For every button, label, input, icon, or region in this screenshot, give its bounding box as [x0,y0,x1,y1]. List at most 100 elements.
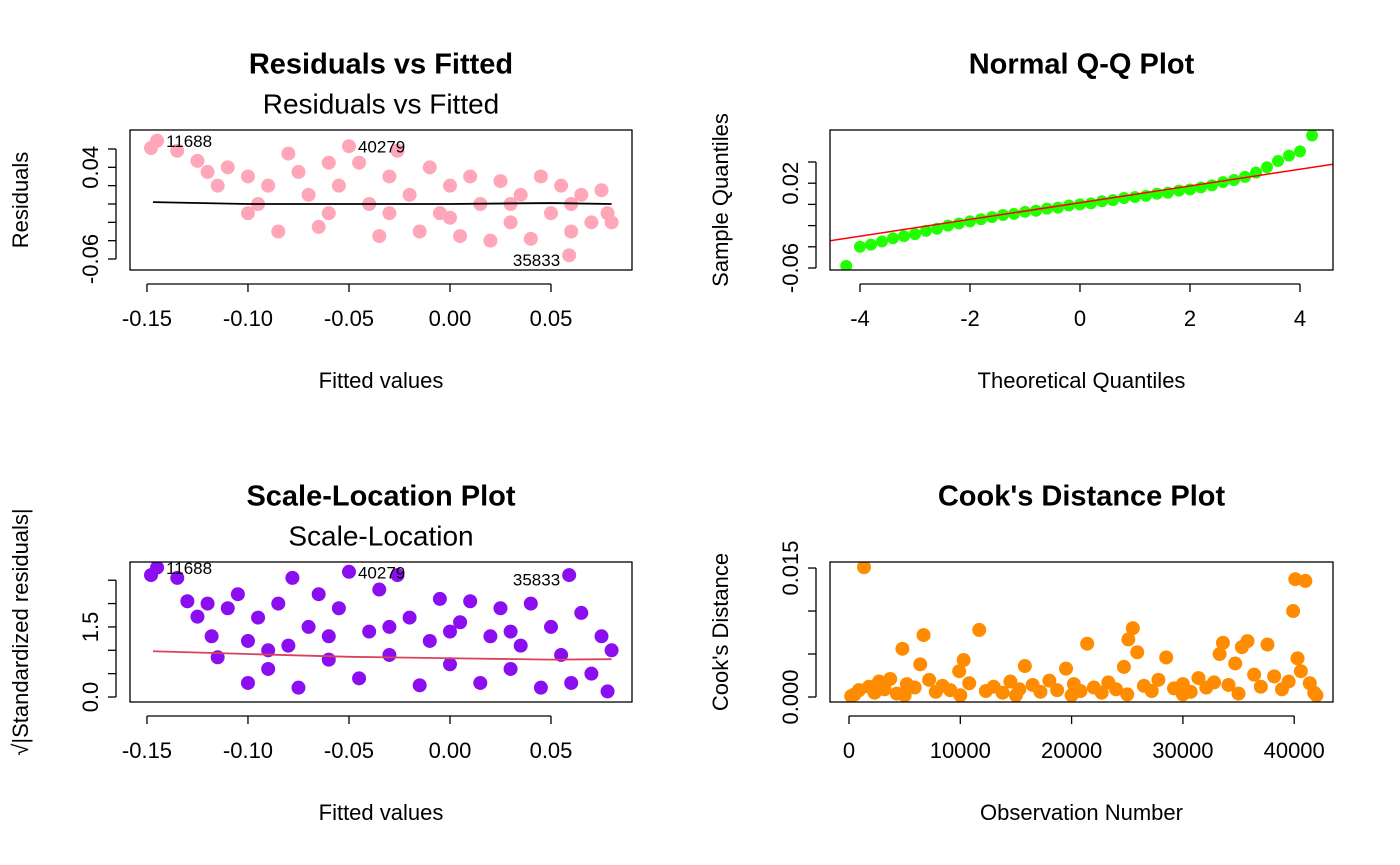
panel-title: Residuals vs Fitted [249,49,513,81]
plot-box [829,129,1334,271]
x-tick-label: 0 [1074,306,1086,331]
point [913,657,928,672]
panel-title: Cook's Distance Plot [938,481,1226,513]
point [1029,204,1042,217]
point [1095,195,1108,208]
point [1191,671,1206,686]
y-tick-label: 0.015 [778,540,803,595]
point [362,624,377,639]
point [352,155,367,170]
point [883,671,898,686]
point-label: 35833 [513,251,560,270]
point [1253,679,1268,694]
point [261,178,276,193]
x-tick-label: 0.00 [429,306,472,331]
point [1084,197,1097,210]
point [562,248,577,263]
point [1293,145,1306,158]
point [533,169,548,184]
point [483,629,498,644]
y-tick-label: -0.06 [778,243,803,293]
x-tick-label: -0.05 [324,306,374,331]
point [840,259,853,270]
point [493,601,508,616]
point [1121,632,1136,647]
point [240,169,255,184]
point [897,230,910,243]
point [442,210,457,225]
point [1059,661,1074,676]
point [1309,688,1324,702]
point [1128,190,1141,203]
y-tick-label: 0.02 [778,162,803,205]
y-axis-title: Sample Quantiles [708,113,733,287]
x-axis-title: Fitted values [319,368,444,393]
point [503,624,518,639]
point [453,229,468,244]
point [473,675,488,690]
point [170,143,185,158]
point [1033,684,1048,699]
x-tick-label: -0.15 [122,738,172,763]
point [941,219,954,232]
point [562,568,577,583]
y-tick-label: 0.04 [78,146,103,189]
x-tick-label: 0.05 [530,306,573,331]
point [907,680,922,695]
point [1073,198,1086,211]
point [372,229,387,244]
point [908,228,921,241]
point [1215,635,1230,650]
point [919,224,932,237]
point [1240,634,1255,649]
point [281,146,296,161]
point [442,624,457,639]
point [916,628,931,643]
point [372,582,387,597]
point [180,594,195,609]
point [1116,659,1131,674]
point [422,160,437,175]
point [251,610,266,625]
point [412,224,427,239]
point [311,219,326,234]
reference-line [830,163,1333,242]
point [1080,636,1095,651]
point [1120,687,1135,702]
point [321,155,336,170]
point [1017,659,1032,674]
point [1117,192,1130,205]
y-axis-title: Cook's Distance [708,553,733,711]
point [604,643,619,658]
point [503,661,518,676]
point [1290,651,1305,666]
panel-subtitle: Scale-Location [288,520,473,551]
plot-area [144,133,619,263]
point [877,682,892,697]
y-tick-label: 1.5 [78,612,103,643]
point [1130,645,1145,660]
point-label: 11688 [166,132,212,151]
point [321,206,336,221]
x-tick-label: -2 [960,306,980,331]
x-tick-label: -4 [850,306,870,331]
panel-subtitle: Residuals vs Fitted [263,88,500,119]
x-tick-label: 40000 [1264,738,1325,763]
point [1271,154,1284,167]
point [240,675,255,690]
plot-box [129,561,633,703]
point [564,675,579,690]
point [240,206,255,221]
point [523,596,538,611]
point [513,638,528,653]
smooth-line [153,201,612,205]
x-tick-label: 2 [1184,306,1196,331]
point [1298,573,1313,588]
point [584,666,599,681]
panel-title: Scale-Location Plot [246,481,515,513]
point [331,601,346,616]
point [1227,174,1240,187]
point [1306,130,1319,142]
point [291,680,306,695]
point [230,587,245,602]
